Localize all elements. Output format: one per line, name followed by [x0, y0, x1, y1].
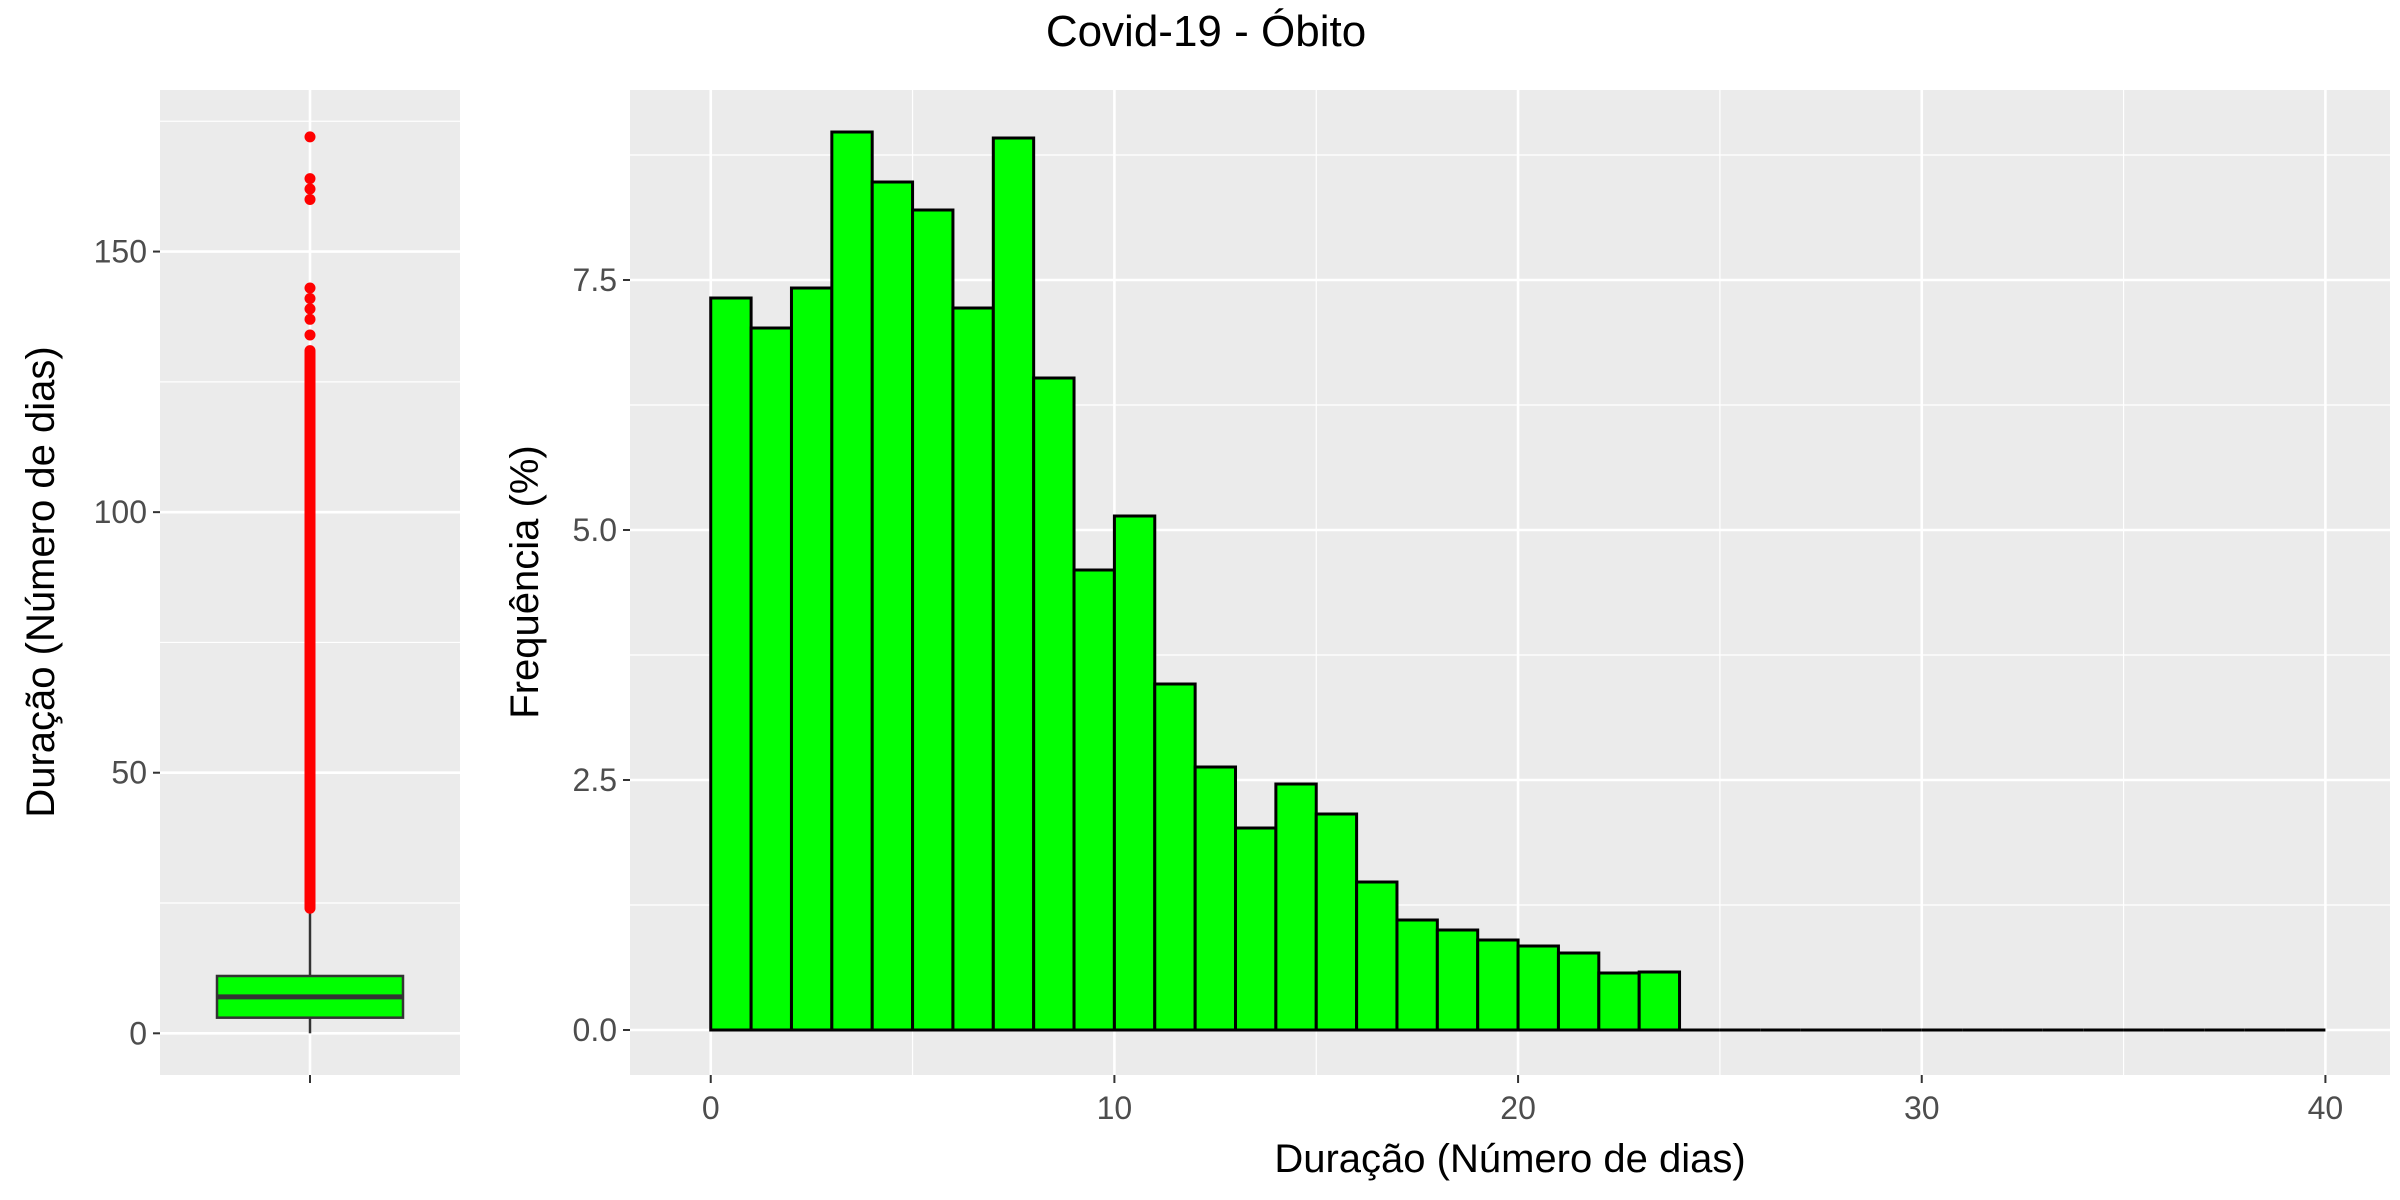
boxplot-outlier-point	[304, 131, 316, 143]
histogram-bar	[830, 130, 874, 1032]
histogram-x-ticks: 0 10 20 30 40	[702, 1075, 2343, 1126]
boxplot-outlier-point	[304, 313, 316, 325]
histogram-y-tick-label: 2.5	[573, 762, 617, 798]
boxplot-y-tick-label: 100	[94, 494, 147, 530]
histogram-bar	[749, 326, 793, 1032]
histogram-x-tick-label: 10	[1097, 1090, 1133, 1126]
histogram-y-tick-label: 7.5	[573, 262, 617, 298]
histogram-bar	[1234, 826, 1278, 1032]
boxplot-outlier-point	[304, 303, 316, 315]
histogram-bar	[1395, 918, 1439, 1032]
histogram-bar	[991, 136, 1036, 1032]
boxplot-y-axis-label: Duração (Número de dias)	[19, 346, 63, 817]
boxplot-y-tick-label: 150	[94, 234, 147, 270]
boxplot-outlier-point	[304, 183, 316, 195]
histogram-y-axis-label: Frequência (%)	[503, 445, 547, 718]
histogram-bar	[1476, 938, 1520, 1032]
histogram-x-tick-label: 0	[702, 1090, 720, 1126]
histogram-x-tick-label: 30	[1904, 1090, 1940, 1126]
histogram-x-axis-label: Duração (Número de dias)	[1274, 1137, 1745, 1181]
histogram-x-tick-label: 40	[2308, 1090, 2344, 1126]
histogram-bar	[1597, 971, 1641, 1032]
boxplot-y-ticks: 0 50 100 150	[94, 234, 311, 1083]
histogram-y-tick-label: 0.0	[573, 1012, 617, 1048]
boxplot-outlier-point	[304, 173, 316, 185]
boxplot-marks	[215, 131, 405, 1034]
histogram-bar	[1637, 970, 1682, 1032]
histogram-bar	[1193, 765, 1238, 1032]
chart-title: Covid-19 - Óbito	[1046, 7, 1366, 56]
histogram-bar	[1112, 514, 1157, 1032]
boxplot-y-tick-label: 0	[129, 1015, 147, 1051]
histogram-bar	[1274, 782, 1318, 1032]
boxplot-outlier-point	[304, 282, 316, 294]
boxplot-panel: 0 50 100 150 Duração (Número de dias)	[19, 90, 460, 1083]
histogram-y-tick-label: 5.0	[573, 512, 617, 548]
histogram-bar	[870, 180, 915, 1032]
histogram-bar	[1516, 944, 1560, 1032]
histogram-bar	[951, 306, 995, 1032]
boxplot-outlier-point	[304, 329, 316, 341]
boxplot-outlier-point	[304, 292, 316, 304]
histogram-y-ticks: 0.0 2.5 5.0 7.5	[573, 262, 630, 1048]
histogram-bars	[709, 130, 2326, 1032]
histogram-x-tick-label: 20	[1500, 1090, 1536, 1126]
histogram-bar	[709, 296, 753, 1032]
histogram-bar	[1032, 376, 1076, 1032]
histogram-bar	[789, 286, 834, 1032]
histogram-bar	[1355, 880, 1399, 1032]
histogram-bar	[1556, 951, 1601, 1032]
histogram-bar	[1314, 812, 1359, 1032]
boxplot-outlier-point	[304, 193, 316, 205]
histogram-bar	[1072, 568, 1116, 1032]
histogram-bar	[1435, 928, 1480, 1032]
histogram-bar	[1153, 682, 1197, 1032]
histogram-bar	[911, 208, 955, 1032]
histogram-panel: 0.0 2.5 5.0 7.5 0 10 20 30 40 Frequência (%) Du…	[503, 90, 2390, 1181]
boxplot-y-tick-label: 50	[111, 755, 147, 791]
